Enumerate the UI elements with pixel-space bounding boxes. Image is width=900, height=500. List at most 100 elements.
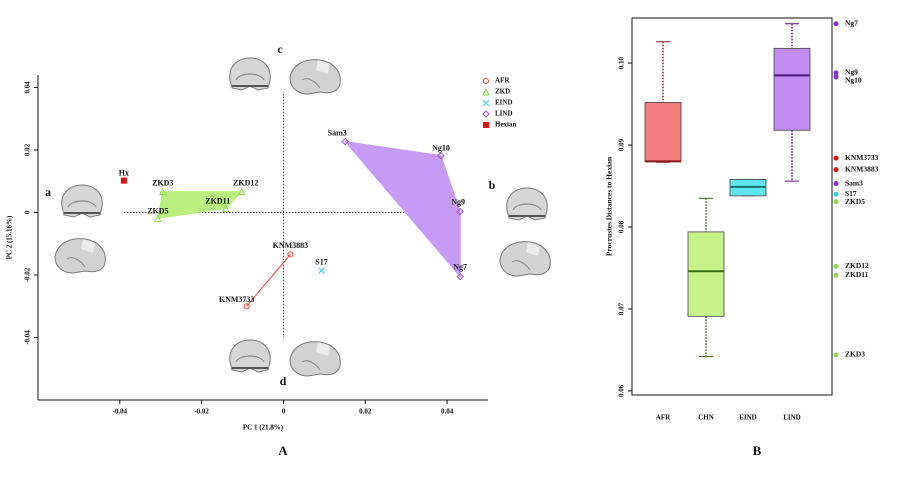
- point-label: KNM3733: [845, 153, 879, 162]
- plot-frame: [631, 17, 833, 396]
- skull: [60, 184, 104, 218]
- x-tick-label: AFR: [656, 414, 671, 422]
- legend-marker: [482, 87, 490, 96]
- hull: [157, 191, 243, 220]
- skull: [505, 187, 549, 221]
- point: [833, 155, 839, 161]
- legend-marker: [483, 122, 489, 128]
- point: [833, 191, 839, 197]
- skull: [289, 59, 341, 95]
- point-label: KNM3733: [219, 295, 255, 304]
- point-label: ZKD11: [845, 270, 869, 279]
- point-label: KNM3883: [845, 164, 879, 173]
- y-tick-label: 0.07: [618, 302, 626, 315]
- x-tick-label: -0.04: [113, 408, 128, 416]
- point: [833, 21, 839, 27]
- annotation: b: [489, 178, 496, 192]
- skull: [499, 241, 551, 277]
- annotation: c: [277, 42, 283, 56]
- point-label: S17: [315, 257, 327, 266]
- point-label: Sam3: [845, 178, 863, 187]
- skull: [54, 238, 106, 274]
- point: [243, 303, 250, 310]
- point-label: Ng9: [845, 68, 858, 77]
- box: [773, 47, 811, 131]
- point-label: KNM3883: [273, 241, 309, 250]
- point-label: Ng9: [451, 197, 465, 206]
- point: [318, 267, 325, 274]
- point-label: ZKD5: [147, 206, 168, 215]
- box: [687, 231, 725, 317]
- legend-marker: [483, 78, 489, 84]
- point: [833, 74, 839, 80]
- y-tick-label: 0.09: [618, 138, 626, 151]
- point: [833, 263, 839, 269]
- point-label: ZKD5: [845, 197, 865, 206]
- point-label: ZKD11: [205, 196, 230, 205]
- y-tick-label: 0.02: [24, 143, 32, 156]
- x-tick-label: 0.04: [441, 408, 454, 416]
- point: [833, 167, 839, 173]
- point: [456, 207, 464, 216]
- point: [456, 272, 464, 281]
- point: [158, 187, 167, 196]
- y-tick-label: 0.08: [618, 220, 626, 233]
- point: [120, 177, 127, 184]
- y-tick-label: 0.10: [618, 56, 626, 69]
- x-axis-label: PC 1 (21.8%): [243, 424, 284, 432]
- skull: [228, 57, 272, 91]
- point-label: ZKD3: [845, 350, 865, 359]
- box: [644, 102, 682, 162]
- point: [833, 272, 839, 278]
- point-label: Ng7: [453, 262, 467, 271]
- y-tick-label: -0.04: [24, 330, 32, 345]
- point-label: Ng10: [845, 76, 862, 85]
- y-axis-label: Procrustes Distances to Hexian: [605, 156, 614, 256]
- legend-label: LIND: [495, 110, 513, 118]
- x-tick-label: CHN: [698, 414, 714, 422]
- x-tick-label: -0.02: [194, 408, 209, 416]
- point-label: S17: [845, 189, 857, 198]
- skulls: [54, 57, 551, 377]
- point: [833, 70, 839, 76]
- point-label: Sam3: [328, 128, 347, 137]
- y-tick-label: 0.06: [618, 384, 626, 397]
- point: [341, 137, 349, 146]
- point: [287, 251, 294, 258]
- y-tick-label: 0: [24, 210, 32, 214]
- point-label: ZKD12: [233, 178, 258, 187]
- y-tick-label: -0.02: [24, 267, 32, 282]
- point-label: Ng7: [845, 18, 858, 27]
- point: [154, 214, 162, 222]
- legend-marker: [482, 99, 490, 107]
- x-tick-label: LIND: [783, 414, 801, 422]
- skull: [289, 341, 341, 377]
- point: [833, 199, 839, 205]
- point: [237, 187, 246, 196]
- point: [833, 352, 839, 358]
- point: [221, 204, 230, 212]
- hull: [343, 140, 461, 278]
- annotation: a: [45, 185, 51, 199]
- afr-link: [246, 254, 291, 307]
- x-tick-label: EIND: [739, 414, 757, 422]
- point: [833, 181, 839, 187]
- legend-label: Hexian: [495, 121, 516, 129]
- legend-label: ZKD: [495, 88, 510, 96]
- legend-label: AFR: [495, 77, 510, 85]
- point-label: ZKD3: [152, 178, 173, 187]
- point-label: Hx: [119, 168, 129, 177]
- x-tick-label: 0.02: [359, 408, 372, 416]
- panel-label: A: [278, 443, 288, 458]
- y-tick-label: 0.04: [24, 81, 32, 94]
- annotation: d: [280, 374, 287, 388]
- y-axis-label: PC 2 (15.16%): [6, 215, 14, 259]
- point-label: Ng10: [432, 143, 450, 152]
- legend-label: EIND: [495, 99, 513, 107]
- x-tick-label: 0: [282, 408, 286, 416]
- legend-marker: [482, 110, 490, 118]
- point-label: ZKD12: [845, 261, 869, 270]
- point: [437, 151, 445, 160]
- panel-label: B: [753, 443, 762, 458]
